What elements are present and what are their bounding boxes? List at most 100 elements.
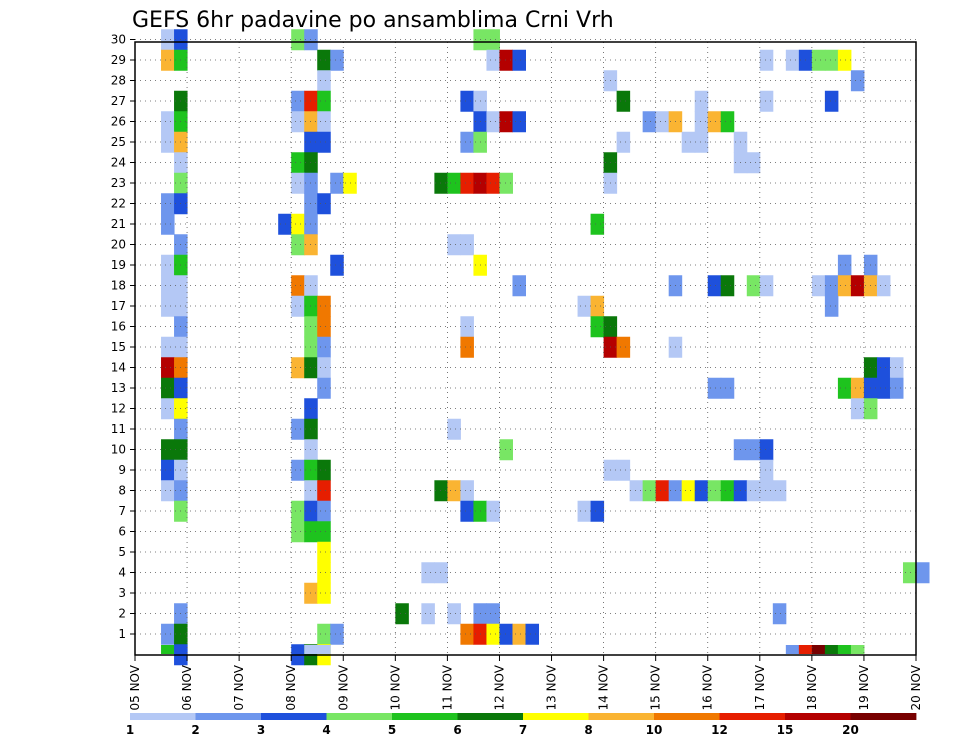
heatmap-cell (642, 111, 657, 133)
heatmap-cell (512, 623, 526, 645)
plot-frame (134, 41, 917, 656)
heatmap-cell (616, 131, 631, 153)
colorbar-swatch (195, 713, 262, 720)
colorbar-swatch (654, 713, 720, 720)
heatmap-cell (291, 295, 305, 317)
x-tick-label: 14 NOV (597, 664, 611, 710)
x-tick-label: 19 NOV (857, 664, 871, 710)
heatmap-cell (330, 254, 344, 276)
heatmap-cell (590, 316, 605, 338)
heatmap-cell (850, 398, 865, 420)
heatmap-cell (681, 131, 696, 153)
heatmap-cell (876, 357, 891, 379)
x-tick-label: 11 NOV (440, 664, 454, 710)
heatmap-cell (759, 49, 774, 71)
colorbar-label: 4 (322, 723, 330, 737)
y-tick-label: 28 (111, 74, 126, 88)
y-tick-label: 6 (118, 525, 126, 539)
heatmap-cell (746, 275, 761, 297)
heatmap-cell (746, 480, 761, 502)
heatmap-cell (512, 275, 526, 297)
heatmap-cell (317, 521, 331, 543)
heatmap-cell (837, 275, 852, 297)
heatmap-cell (785, 49, 800, 71)
heatmap-cell (161, 623, 175, 645)
x-tick-label: 12 NOV (492, 664, 506, 710)
heatmap-cell (785, 645, 800, 654)
heatmap-cell (460, 90, 474, 112)
heatmap-cell (499, 111, 513, 133)
heatmap-cell (421, 603, 435, 625)
x-tick-label: 20 NOV (909, 664, 923, 710)
heatmap-cell (330, 172, 344, 194)
heatmap-cell (317, 377, 331, 399)
heatmap-cell (616, 336, 631, 358)
heatmap-cell (499, 49, 513, 71)
heatmap-cell (161, 213, 175, 235)
colorbar-swatch (785, 713, 851, 720)
colorbar-label: 6 (453, 723, 461, 737)
heatmap-cell (317, 562, 331, 584)
y-tick-label: 20 (111, 238, 126, 252)
heatmap-cell (317, 193, 331, 215)
heatmap-cell (317, 131, 331, 153)
heatmap-cell (434, 562, 448, 584)
heatmap-cell (460, 172, 474, 194)
colorbar-swatch (719, 713, 786, 720)
heatmap-cell (447, 480, 461, 502)
heatmap-cell (317, 645, 331, 654)
heatmap-cell (291, 90, 305, 112)
colorbar-swatch (457, 713, 524, 720)
heatmap-cell (291, 418, 305, 440)
x-tick-label: 16 NOV (701, 664, 715, 710)
heatmap-cell (876, 377, 891, 399)
y-tick-label: 10 (111, 443, 126, 457)
heatmap-cell (499, 623, 513, 645)
heatmap-cell (317, 49, 331, 71)
heatmap-cell (746, 439, 761, 461)
y-tick-label: 16 (111, 320, 126, 334)
colorbar-label: 1 (126, 723, 134, 737)
y-tick-label: 18 (111, 279, 126, 293)
colorbar-swatch (588, 713, 655, 720)
heatmap-cell (616, 459, 631, 481)
heatmap-cell (759, 459, 774, 481)
heatmap-cell (486, 29, 500, 51)
heatmap-cell (161, 459, 175, 481)
heatmap-cells (161, 29, 930, 666)
heatmap-cell (447, 603, 461, 625)
heatmap-cell (291, 213, 305, 235)
heatmap-cell (577, 295, 592, 317)
heatmap-cell (837, 49, 852, 71)
heatmap-cell (278, 213, 292, 235)
heatmap-cell (811, 275, 826, 297)
colorbar-label: 15 (777, 723, 794, 737)
heatmap-cell (434, 480, 448, 502)
heatmap-cell (694, 111, 709, 133)
colorbar-label: 7 (519, 723, 527, 737)
heatmap-cell (447, 172, 461, 194)
y-axis: 1234567891011121314151617181920212223242… (111, 33, 135, 641)
heatmap-cell (395, 603, 409, 625)
heatmap-cell (850, 275, 865, 297)
heatmap-cell (876, 275, 891, 297)
heatmap-cell (590, 295, 605, 317)
heatmap-cell (161, 357, 175, 379)
x-tick-label: 09 NOV (336, 664, 350, 710)
x-tick-label: 06 NOV (180, 664, 194, 710)
heatmap-cell (694, 480, 709, 502)
colorbar-legend: 1 2 3 4 5 6 7 8 10 12 15 20 (126, 713, 917, 737)
y-tick-label: 25 (111, 135, 126, 149)
heatmap-cell (616, 90, 631, 112)
x-tick-label: 07 NOV (232, 664, 246, 710)
colorbar-swatch (523, 713, 589, 720)
y-tick-label: 23 (111, 176, 126, 190)
y-tick-label: 4 (118, 566, 126, 580)
heatmap-cell (916, 562, 930, 584)
heatmap-cell (161, 131, 175, 153)
heatmap-cell (161, 275, 175, 297)
y-tick-label: 24 (111, 156, 126, 170)
colorbar-swatch (130, 713, 196, 720)
heatmap-cell (850, 645, 865, 654)
heatmap-cell (161, 193, 175, 215)
